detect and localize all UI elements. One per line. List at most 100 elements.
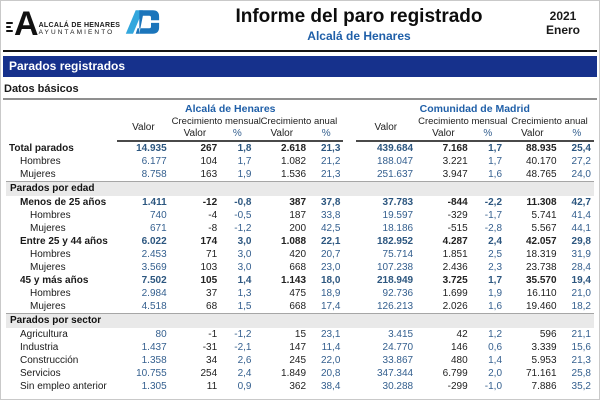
row-label: Construcción <box>20 355 79 366</box>
cell-value: 1,9 <box>237 169 252 180</box>
cell-value: 37,8 <box>320 197 341 208</box>
cell-value: -2,2 <box>484 197 503 208</box>
cell-value: 14.935 <box>136 143 167 154</box>
cell-value: 23,1 <box>320 329 341 340</box>
ad-monogram-icon <box>124 9 160 40</box>
column-gap <box>343 103 355 141</box>
cell-value: -1,7 <box>484 210 503 221</box>
row-label: Hombres <box>30 249 71 260</box>
table-row: 45 y más años 7.502 105 1,4 1.143 18,0 218.949… <box>6 274 594 287</box>
cell-value: 2.984 <box>141 288 167 299</box>
cell-value: 1.082 <box>281 156 307 167</box>
cell-value: 3.415 <box>388 329 414 340</box>
cell-value: -299 <box>447 381 468 392</box>
subcol-header-valor: Valor <box>169 128 221 142</box>
cell-value: 3.725 <box>442 275 468 286</box>
cell-value: 40.170 <box>525 156 557 167</box>
column-gap <box>343 328 355 341</box>
column-gap <box>343 367 355 380</box>
cell-value: 29,8 <box>571 236 591 247</box>
row-label: Hombres <box>20 156 61 167</box>
cell-value: 4.518 <box>141 301 167 312</box>
cell-value: -12 <box>202 197 218 208</box>
column-gap <box>343 155 355 168</box>
column-gap <box>343 300 355 314</box>
cell-value: 1,7 <box>488 143 503 154</box>
cell-value: 1,7 <box>488 156 503 167</box>
cell-value: 25,4 <box>571 143 591 154</box>
cell-value: 68 <box>206 301 218 312</box>
cell-value: 104 <box>200 156 218 167</box>
col-header-crecimiento-mensual: Crecimiento mensual <box>171 116 261 127</box>
cell-value: 42.057 <box>525 236 557 247</box>
cell-value: 1.305 <box>141 381 167 392</box>
subcol-header-pct: % <box>559 128 594 142</box>
table-row: Mujeres 671 -8 -1,2 200 42,5 18.186 -515 -2,8 5.5… <box>6 222 594 235</box>
cell-value: 1,6 <box>488 301 503 312</box>
cell-value: 0,9 <box>237 381 252 392</box>
cell-value: -515 <box>447 223 468 234</box>
period-month: Enero <box>545 23 580 37</box>
cell-value: 10.755 <box>136 368 167 379</box>
cell-value: 1.849 <box>281 368 307 379</box>
column-gap <box>343 168 355 182</box>
cell-value: 146 <box>450 342 468 353</box>
column-gap <box>343 287 355 300</box>
cell-value: 20,7 <box>320 249 341 260</box>
cell-value: 19.460 <box>525 301 557 312</box>
header-divider <box>3 50 597 52</box>
cell-value: -844 <box>447 197 468 208</box>
col-header-crecimiento-anual: Crecimiento anual <box>260 116 338 127</box>
table-row: Total parados 14.935 267 1,8 2.618 21,3 439.68… <box>6 141 594 155</box>
section-header-row: Parados por sector <box>6 313 594 328</box>
cell-value: 18,2 <box>571 301 591 312</box>
cell-value: 2.026 <box>442 301 468 312</box>
cell-value: 8.758 <box>141 169 167 180</box>
cell-value: 174 <box>200 236 218 247</box>
page-subtitle: Alcalá de Henares <box>307 29 411 43</box>
cell-value: 2.618 <box>281 143 307 154</box>
column-gap <box>343 261 355 274</box>
table-row: Entre 25 y 44 años 6.022 174 3,0 1.088 22,1 18… <box>6 235 594 248</box>
row-label: Agricultura <box>20 329 68 340</box>
cell-value: 2,6 <box>237 355 252 366</box>
cell-value: 42,5 <box>320 223 341 234</box>
cell-value: 16.110 <box>526 288 557 299</box>
column-gap <box>343 341 355 354</box>
period-block: 2021 Enero <box>532 4 594 37</box>
cell-value: -2,8 <box>484 223 503 234</box>
subcol-header-valor: Valor <box>416 128 471 142</box>
cell-value: 1.851 <box>442 249 468 260</box>
wind-lines-icon <box>6 21 13 32</box>
cell-value: 37 <box>206 288 218 299</box>
row-label: Total parados <box>9 142 74 154</box>
row-label: Mujeres <box>30 301 66 312</box>
row-label: Mujeres <box>20 169 56 180</box>
cell-value: 42,7 <box>571 197 591 208</box>
row-label: Sin empleo anterior <box>20 381 107 392</box>
cell-value: 2.453 <box>141 249 167 260</box>
cell-value: 596 <box>539 329 557 340</box>
cell-value: 11.308 <box>526 197 557 208</box>
cell-value: 27,2 <box>571 156 591 167</box>
title-block: Informe del paro registrado Alcalá de He… <box>186 4 532 44</box>
table-row: Hombres 740 -4 -0,5 187 33,8 19.597 -329 -1,7 5.7… <box>6 209 594 222</box>
cell-value: 105 <box>200 275 218 286</box>
cell-value: -0,8 <box>234 197 252 208</box>
column-gap <box>343 235 355 248</box>
cell-value: 31,9 <box>571 249 591 260</box>
cell-value: 48.765 <box>525 169 557 180</box>
cell-value: 11 <box>206 381 218 392</box>
col-header-crecimiento-anual: Crecimiento anual <box>511 116 588 127</box>
cell-value: 21,3 <box>320 169 341 180</box>
subcol-header-pct: % <box>309 128 344 142</box>
table-row: Hombres 2.984 37 1,3 475 18,9 92.736 1.699 1,9 16… <box>6 287 594 300</box>
cell-value: 5.953 <box>531 355 557 366</box>
cell-value: 11,4 <box>321 342 341 353</box>
column-gap <box>343 248 355 261</box>
cell-value: 2,3 <box>488 262 503 273</box>
cell-value: 24.770 <box>382 342 414 353</box>
cell-value: 7.502 <box>141 275 167 286</box>
cell-value: 5.567 <box>531 223 557 234</box>
cell-value: 6.799 <box>442 368 468 379</box>
